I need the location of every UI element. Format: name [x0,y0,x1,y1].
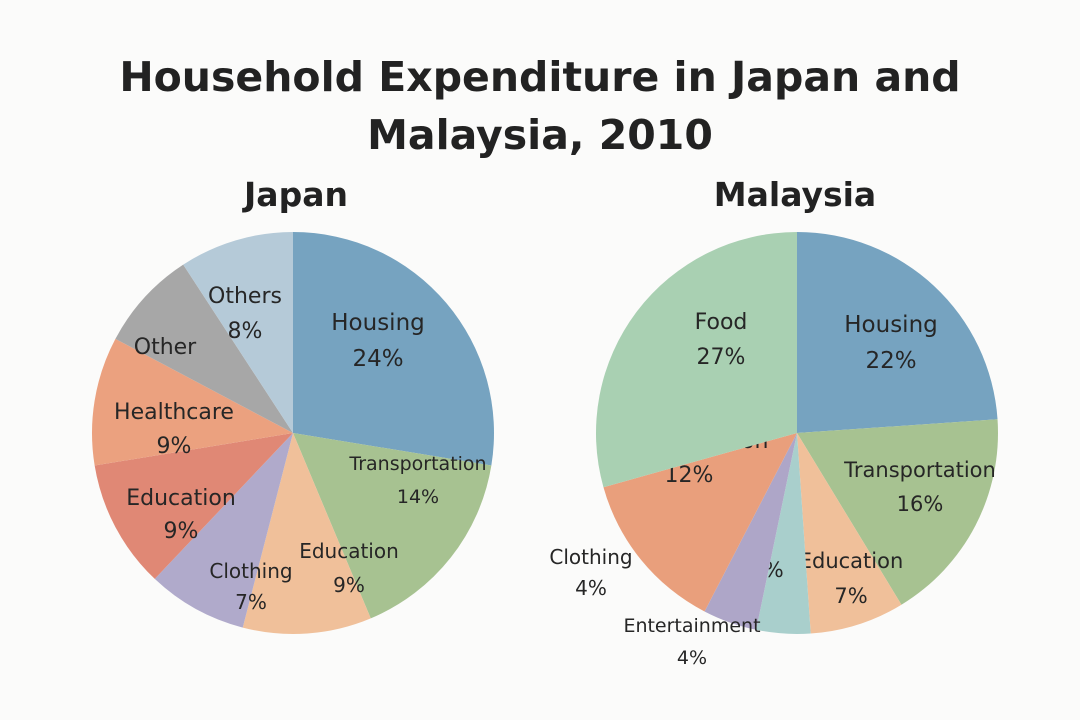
main-title: Household Expenditure in Japan and Malay… [0,48,1080,164]
slice-value-label: 7% [834,584,867,608]
main-title-line-2: Malaysia, 2010 [367,111,713,159]
main-title-line-1: Household Expenditure in Japan and [119,53,961,101]
slice-label: Education [299,539,399,563]
pie-slice [797,433,902,634]
slice-label: Housing [331,310,425,336]
slice-label: Education [799,549,904,573]
slice-value-label: 24% [352,346,403,372]
pie-slice [704,433,797,630]
malaysia-pie: Housing 22% Transportation 16% Education 7% 4%… [549,232,998,669]
japan-chart-title: Japan [244,175,348,214]
slice-value-label: 9% [333,573,365,597]
slice-label: Education [126,486,236,511]
pie-slice [115,264,293,433]
slice-label: Other [134,335,197,360]
pie-slice [293,232,494,466]
slice-value-label: 27% [697,345,746,370]
pie-slice [603,433,797,612]
pie-slice [183,232,293,433]
japan-pie: Housing 24% Transportation 14% Education 9% Cl… [92,232,494,634]
slice-label: Others [208,284,282,309]
slice-value-label: 9% [164,519,199,544]
pie-slice [94,433,294,579]
slice-value-label: 14% [397,486,439,508]
pie-slice [756,433,811,634]
slice-label: Transportation [843,458,996,482]
slice-value-label: 8% [228,319,263,344]
slice-label: Transportation [348,453,486,475]
pie-slice [797,419,998,605]
pie-slice [242,433,371,634]
malaysia-chart-title: Malaysia [713,175,877,214]
slice-label: Food [695,310,748,335]
outside-slice-label: Clothing [549,545,632,569]
outside-slice-value-label: 4% [575,576,607,600]
outside-slice-label: Entertainment [623,615,760,637]
pie-slice [154,433,293,628]
slice-value-label: 9% [157,434,192,459]
slice-label: Healthcare [114,400,234,425]
slice-value-label: 16% [897,492,944,516]
pie-slice [92,338,293,466]
slice-label: Clothing [209,559,292,583]
pie-slice [595,232,797,488]
slice-label: Housing [844,312,938,338]
slice-value-label: 22% [865,348,916,374]
pie-slice [293,433,492,619]
outside-slice-value-label: 4% [677,647,707,669]
slice-value-label: 7% [235,590,267,614]
pie-slice [797,232,998,433]
